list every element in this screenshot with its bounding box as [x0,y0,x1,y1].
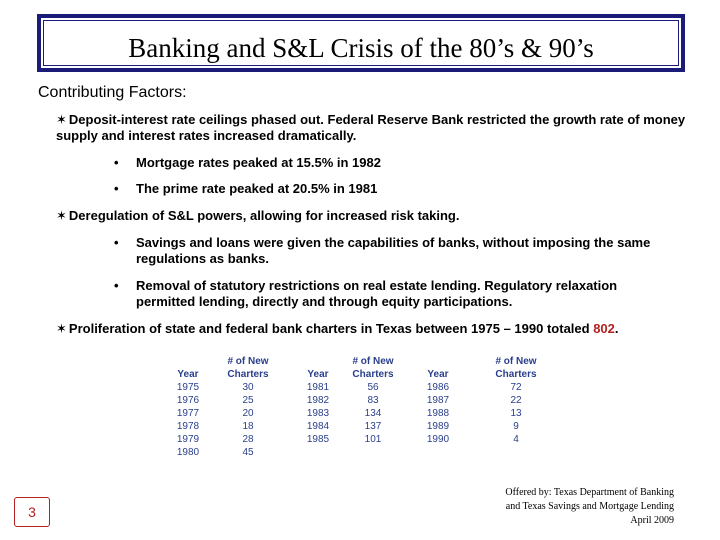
table-header: # of New Charters [495,356,537,380]
source-credit: Offered by: Texas Department of Banking … [505,486,674,528]
star-bullet-icon: ✶ [56,321,67,336]
dot-bullet-icon: • [114,278,119,293]
page-number: 3 [14,497,50,527]
source-line: April 2009 [630,515,674,526]
bullet-text: Proliferation of state and federal bank … [68,321,594,336]
table-row: 1977 20 1983 134 1988 13 [176,408,522,419]
source-line: Offered by: Texas Department of Banking [505,487,674,498]
dot-bullet-icon: • [114,155,119,170]
star-bullet-icon: ✶ [56,208,67,223]
bullet-text: Deposit-interest rate ceilings phased ou… [56,112,686,143]
table-header: Year [177,369,199,380]
sub-bullet-prime: • The prime rate peaked at 20.5% in 1981 [114,181,378,196]
table-header: Year [427,369,449,380]
sub-bullet-real-estate: • Removal of statutory restrictions on re… [114,278,618,309]
table-row: 1979 28 1985 101 1990 4 [176,434,519,445]
table-header: # of New Charters [227,356,269,380]
charters-table: Year # of New Charters Year # of New Cha… [168,355,554,459]
table-row: 1975 30 1981 56 1986 72 [176,382,522,393]
sub-bullet-mortgage: • Mortgage rates peaked at 15.5% in 1982 [114,155,381,170]
table-row: 1980 45 [176,447,254,458]
star-bullet-icon: ✶ [56,112,67,127]
bullet-deposit-rates: ✶ Deposit-interest rate ceilings phased o… [56,112,696,144]
table-row: 1976 25 1982 83 1987 22 [176,395,522,406]
source-line: and Texas Savings and Mortgage Lending [505,501,674,512]
table-header: # of New Charters [352,356,394,380]
table-row: 1978 18 1984 137 1989 9 [176,421,519,432]
table-header: Year [307,369,329,380]
charters-total: 802 [593,321,615,336]
contributing-factors-heading: Contributing Factors: [38,84,187,101]
dot-bullet-icon: • [114,181,119,196]
dot-bullet-icon: • [114,235,119,250]
sub-bullet-capabilities: • Savings and loans were given the capabi… [114,235,651,266]
bullet-charters: ✶ Proliferation of state and federal bank… [56,321,619,336]
slide-title: Banking and S&L Crisis of the 80’s & 90’… [128,32,594,63]
bullet-deregulation: ✶ Deregulation of S&L powers, allowing fo… [56,208,696,224]
title-box: Banking and S&L Crisis of the 80’s & 90’… [37,14,685,72]
bullet-text: Deregulation of S&L powers, allowing for… [68,208,460,223]
table-header-row: Year # of New Charters Year # of New Cha… [168,355,554,381]
